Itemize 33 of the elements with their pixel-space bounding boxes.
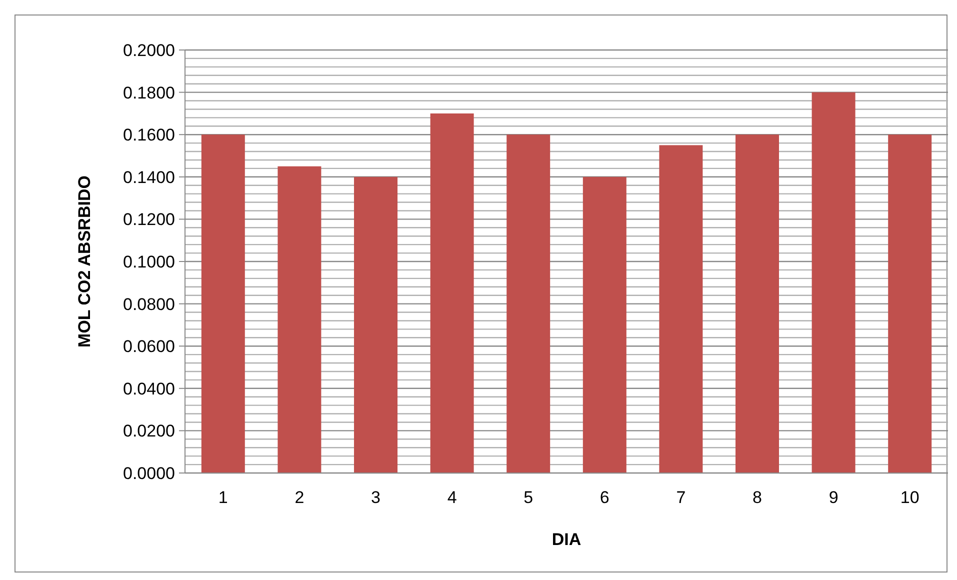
- bar: [812, 92, 856, 473]
- x-tick-label: 10: [900, 488, 920, 507]
- y-tick-label: 0.0200: [123, 422, 175, 441]
- bar: [888, 134, 932, 473]
- bar: [278, 166, 322, 473]
- bar: [354, 176, 398, 473]
- bar: [659, 145, 703, 473]
- y-axis-title: MOL CO2 ABSRBIDO: [75, 176, 94, 348]
- x-tick-label: 4: [447, 488, 457, 507]
- y-tick-label: 0.1000: [123, 252, 175, 272]
- x-tick-label: 6: [600, 488, 610, 507]
- y-tick-label: 0.1800: [123, 83, 175, 102]
- x-tick-label: 7: [676, 488, 686, 507]
- bar: [506, 134, 550, 473]
- x-tick-label: 8: [752, 488, 762, 507]
- bar: [582, 176, 626, 473]
- x-tick-label: 3: [371, 488, 380, 507]
- y-tick-label: 0.2000: [123, 40, 175, 60]
- x-tick-label: 5: [524, 488, 534, 507]
- bar: [736, 134, 779, 473]
- y-tick-label: 0.1200: [123, 210, 175, 230]
- y-tick-label: 0.1600: [123, 126, 175, 145]
- bar: [201, 134, 245, 473]
- y-tick-label: 0.0800: [123, 294, 175, 314]
- y-tick-label: 0.0400: [123, 379, 175, 398]
- x-tick-label: 9: [828, 488, 838, 507]
- y-tick-label: 0.0000: [123, 464, 175, 483]
- x-tick-label: 2: [294, 488, 304, 507]
- bar: [430, 113, 474, 473]
- x-tick-label: 1: [218, 488, 228, 507]
- y-tick-label: 0.0600: [123, 337, 175, 356]
- y-tick-label: 0.1400: [123, 168, 175, 187]
- x-axis-title: DIA: [552, 530, 582, 549]
